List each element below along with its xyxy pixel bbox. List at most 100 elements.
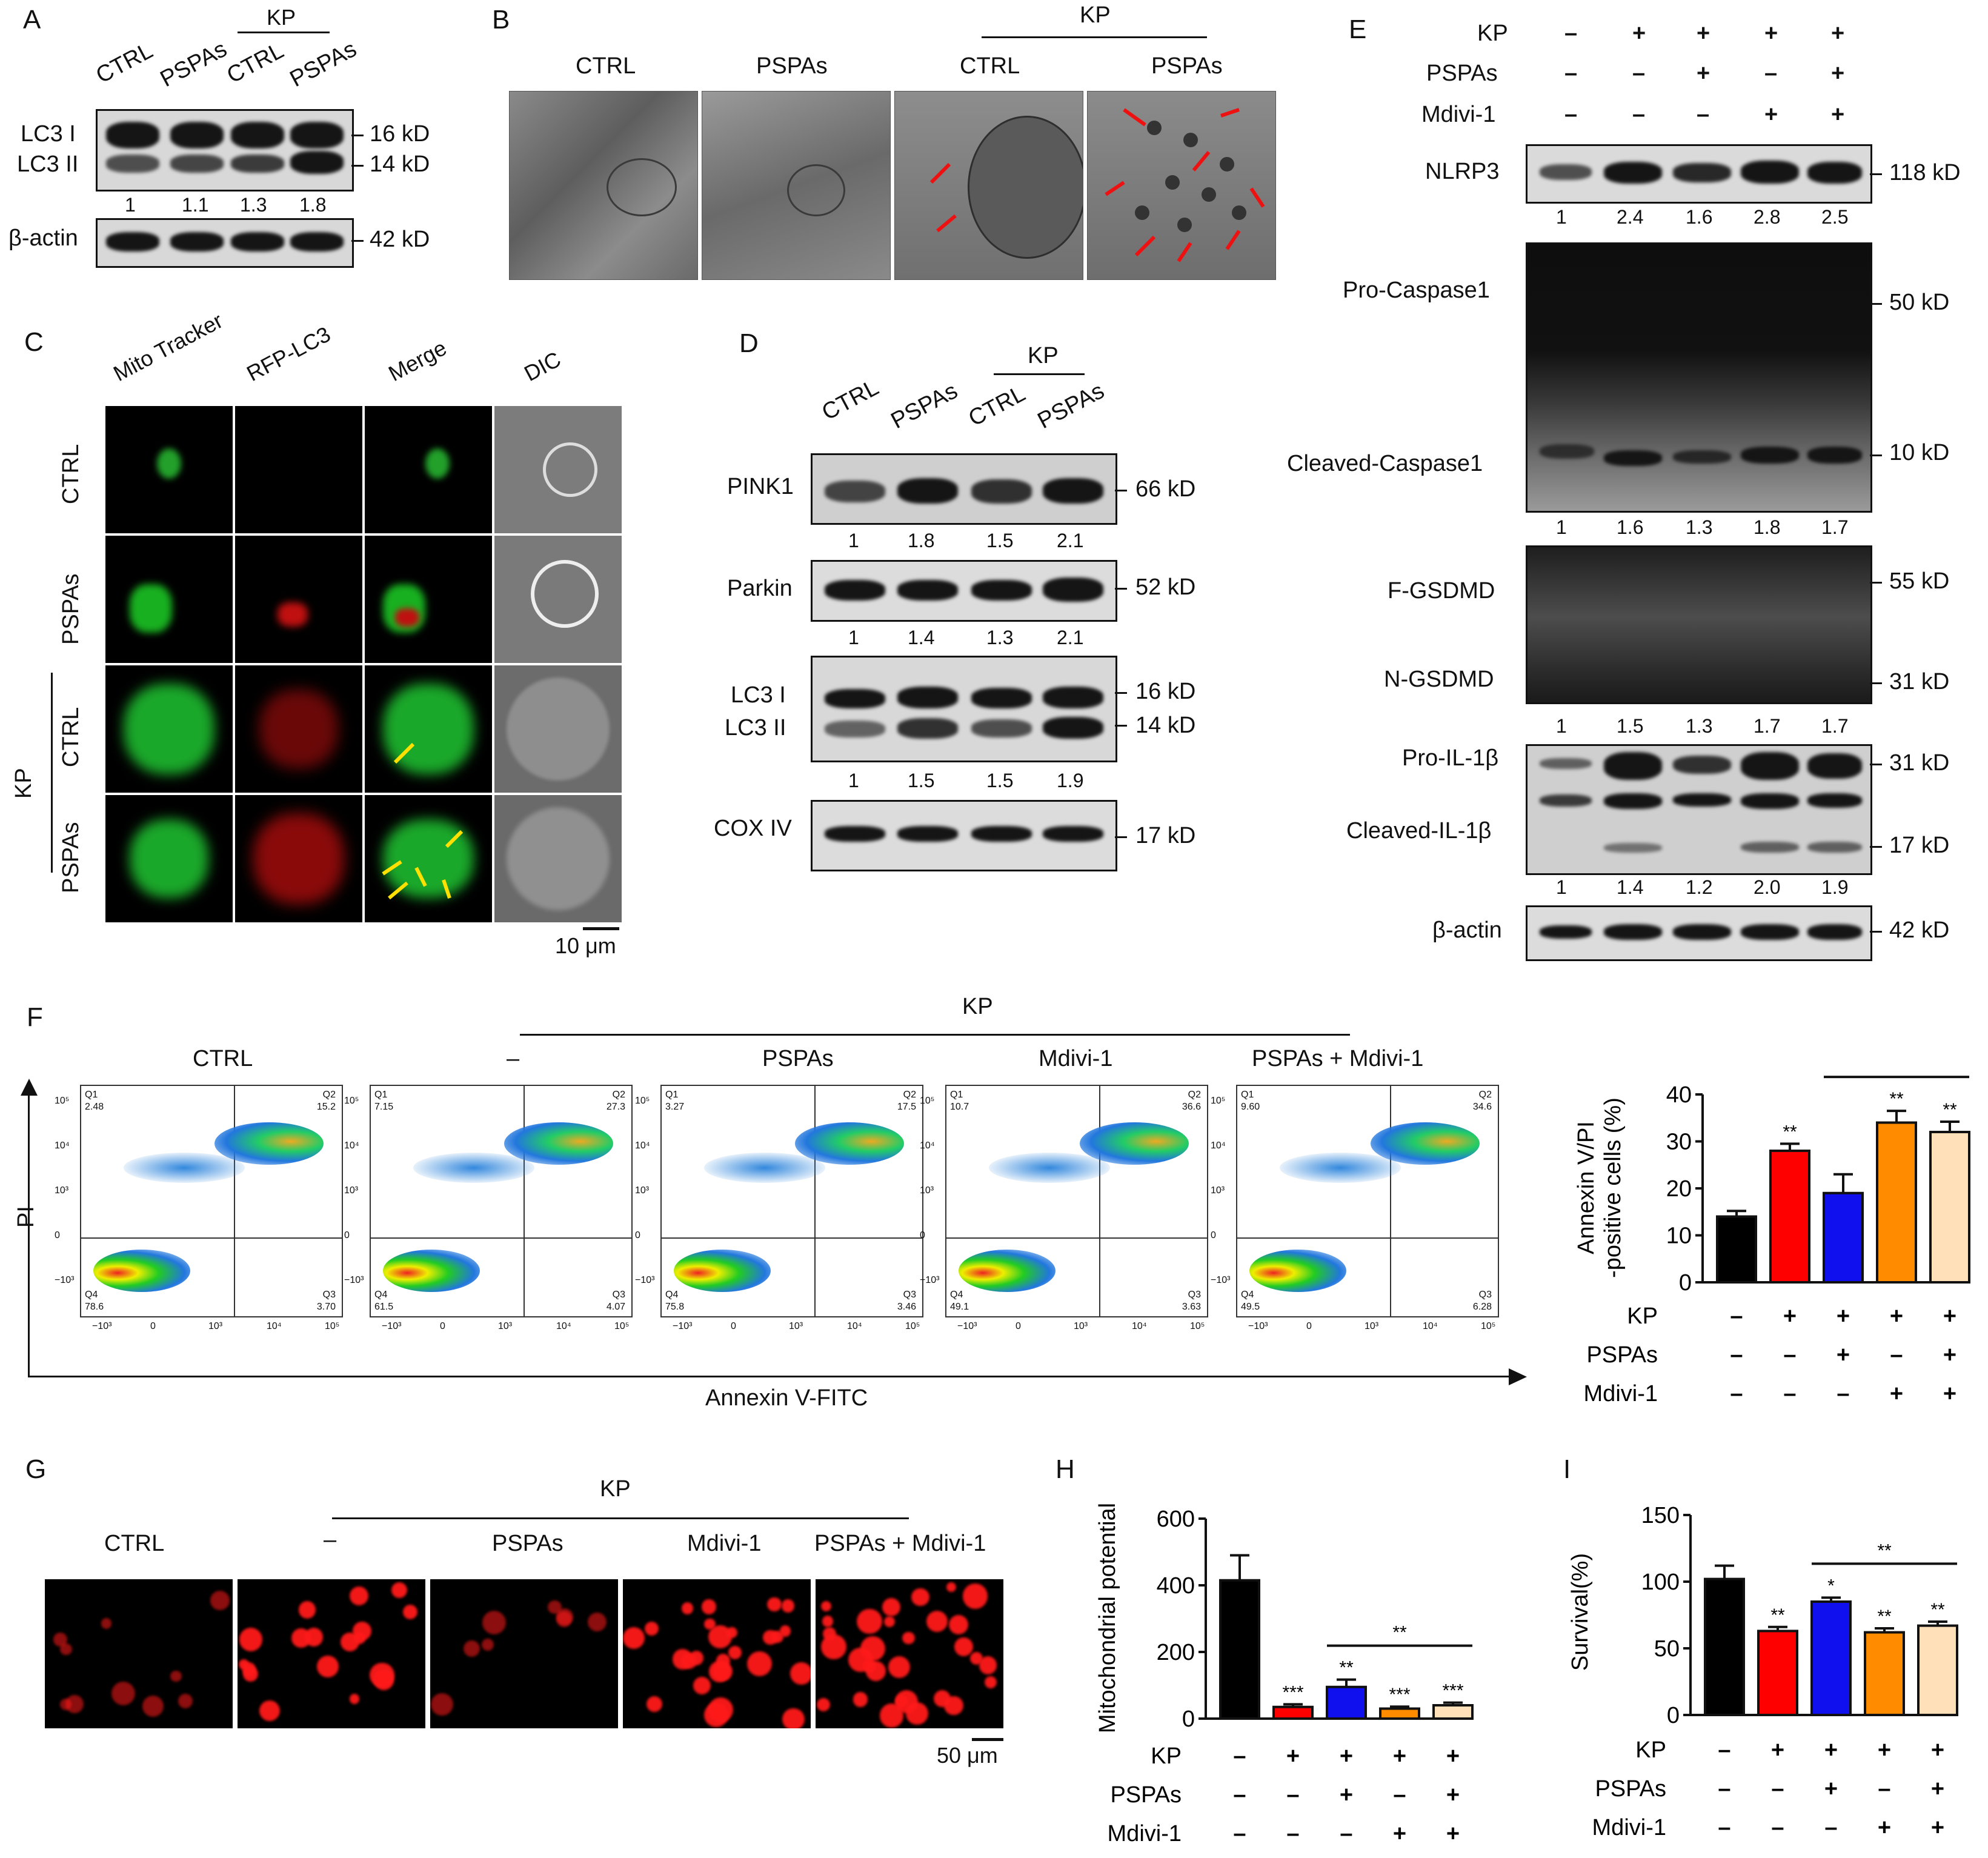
panel-f-q3-value: 4.07: [606, 1302, 625, 1312]
panel-e-quant: 1.9: [1821, 876, 1849, 898]
panel-f-q3-value: 3.63: [1182, 1302, 1201, 1312]
panel-e-clil1b-label: Cleaved-IL-1β: [1346, 818, 1492, 844]
panel-d-lc3i-label: LC3 I: [731, 682, 786, 708]
panel-d-lc3-kd16: 16 kD: [1135, 679, 1196, 704]
panel-b-col-4: PSPAs: [1151, 53, 1223, 79]
panel-a-lane-4: PSPAs: [285, 36, 361, 93]
bar: [1219, 1579, 1260, 1720]
panel-c-img-r2-c3: [364, 534, 493, 664]
y-axis-label: Mitochondrial potential: [1095, 1503, 1120, 1733]
panel-c-row-3: CTRL: [58, 707, 84, 767]
panel-d-parkin-q4: 2.1: [1057, 627, 1084, 648]
panel-a-quant-2: 1.1: [182, 194, 209, 216]
panel-b-tem-1: [509, 91, 698, 280]
panel-f-q4-value: 61.5: [374, 1302, 394, 1312]
panel-d-parkin-q1: 1: [848, 627, 859, 648]
condition-sign: +: [1783, 1304, 1797, 1329]
panel-e-cond-sign: –: [1697, 102, 1710, 127]
panel-a-kp-line: [238, 32, 330, 33]
panel-d-lc3-q4: 1.9: [1057, 770, 1084, 791]
panel-e-procasp-label: Pro-Caspase1: [1343, 278, 1490, 303]
condition-sign: +: [1393, 1821, 1406, 1846]
panel-d-lc3-q3: 1.5: [986, 770, 1014, 791]
panel-b-kp-line: [982, 36, 1207, 38]
panel-d-kp-label: KP: [1028, 343, 1059, 368]
panel-e-ngsdmd-label: N-GSDMD: [1384, 667, 1494, 692]
panel-a-kp-label: KP: [267, 5, 296, 30]
panel-d-cox4-label: COX IV: [714, 816, 792, 841]
panel-e-quant: 2.4: [1617, 206, 1644, 228]
significance-star: ***: [1442, 1681, 1463, 1701]
y-axis-label: Survival(%): [1567, 1553, 1593, 1671]
panel-d-pink1-q3: 1.5: [986, 530, 1014, 551]
panel-d-letter: D: [739, 328, 759, 358]
panel-f-flow-plot: Q1 7.15 Q2 27.3 Q4 61.5 Q3 4.07: [370, 1085, 633, 1317]
panel-e-cond-sign: +: [1697, 21, 1710, 46]
panel-e-quant: 1.5: [1617, 715, 1644, 737]
significance-star: **: [1339, 1658, 1354, 1678]
panel-f-q3-value: 6.28: [1472, 1302, 1492, 1312]
condition-sign: +: [1393, 1743, 1406, 1769]
panel-e-quant: 1.3: [1686, 516, 1713, 538]
panel-b-col-3: CTRL: [960, 53, 1020, 79]
panel-e-il1b-kd31: 31 kD: [1889, 750, 1950, 776]
panel-d-lc3ii-label: LC3 II: [725, 715, 786, 741]
condition-sign: +: [1771, 1737, 1784, 1763]
condition-sign: +: [1837, 1342, 1850, 1368]
condition-label: KP: [1627, 1304, 1658, 1329]
condition-sign: +: [1824, 1776, 1838, 1802]
panel-c-img-r2-c1: [104, 534, 234, 664]
bar: [1769, 1150, 1810, 1284]
panel-a-kd-42: 42 kD: [370, 227, 430, 252]
panel-e-quant: 1: [1556, 516, 1567, 538]
condition-sign: +: [1890, 1304, 1903, 1329]
significance-star: **: [1783, 1122, 1797, 1142]
y-tick-label: 20: [1666, 1176, 1692, 1202]
significance-star: **: [1770, 1605, 1785, 1625]
panel-e-cond-label: KP: [1477, 21, 1508, 46]
condition-sign: –: [1718, 1737, 1730, 1763]
panel-d-lane-3: CTRL: [964, 381, 1030, 432]
panel-d-parkin-q3: 1.3: [986, 627, 1014, 648]
panel-c-kp-line: [51, 673, 53, 873]
condition-label: Mdivi-1: [1108, 1821, 1182, 1846]
bracket-label: **: [1392, 1623, 1407, 1643]
panel-a-lc3ii-label: LC3 II: [17, 152, 79, 177]
panel-c-col-3: Merge: [384, 335, 451, 387]
panel-f-plot-title: PSPAs: [762, 1046, 834, 1071]
panel-e-cond-sign: –: [1632, 61, 1646, 86]
panel-e-cond-label: PSPAs: [1426, 61, 1498, 86]
panel-c-img-r4-c1: [104, 794, 234, 924]
panel-e-cond-sign: +: [1831, 102, 1845, 127]
panel-e-nlrp3-label: NLRP3: [1425, 159, 1500, 184]
panel-e-actin-kd: 42 kD: [1889, 917, 1950, 943]
panel-e-clcasp-label: Cleaved-Caspase1: [1287, 451, 1483, 476]
panel-e-gsdmd-kd55: 55 kD: [1889, 568, 1950, 594]
y-tick-label: 400: [1157, 1573, 1195, 1599]
panel-e-cond-sign: +: [1831, 21, 1845, 46]
panel-g-image: [622, 1578, 812, 1730]
panel-g-col-4: Mdivi-1: [687, 1531, 762, 1556]
panel-f-q2-value: 15.2: [316, 1102, 336, 1112]
panel-b-col-2: PSPAs: [756, 53, 828, 79]
condition-sign: +: [1286, 1743, 1300, 1769]
condition-sign: –: [1393, 1782, 1406, 1808]
condition-label: Mdivi-1: [1592, 1815, 1666, 1840]
panel-e-proil1b-label: Pro-IL-1β: [1402, 745, 1499, 771]
panel-f-flow-plot: Q1 10.7 Q2 36.6 Q4 49.1 Q3 3.63: [945, 1085, 1208, 1317]
panel-e-quant: 1.7: [1821, 715, 1849, 737]
panel-f-q4-value: 49.5: [1241, 1302, 1260, 1312]
panel-e-cond-sign: +: [1697, 61, 1710, 86]
condition-sign: –: [1286, 1782, 1299, 1808]
y-tick-label: 0: [1182, 1706, 1195, 1732]
panel-a-lc3-blot: [96, 109, 354, 191]
panel-f-letter: F: [27, 1002, 43, 1032]
panel-b-tem-2: [702, 91, 891, 280]
panel-c-img-r4-c4: [493, 794, 623, 924]
condition-sign: +: [1878, 1737, 1891, 1763]
panel-c-img-r1-c1: [104, 405, 234, 534]
panel-c-col-4: DIC: [520, 346, 565, 387]
condition-sign: +: [1446, 1821, 1460, 1846]
